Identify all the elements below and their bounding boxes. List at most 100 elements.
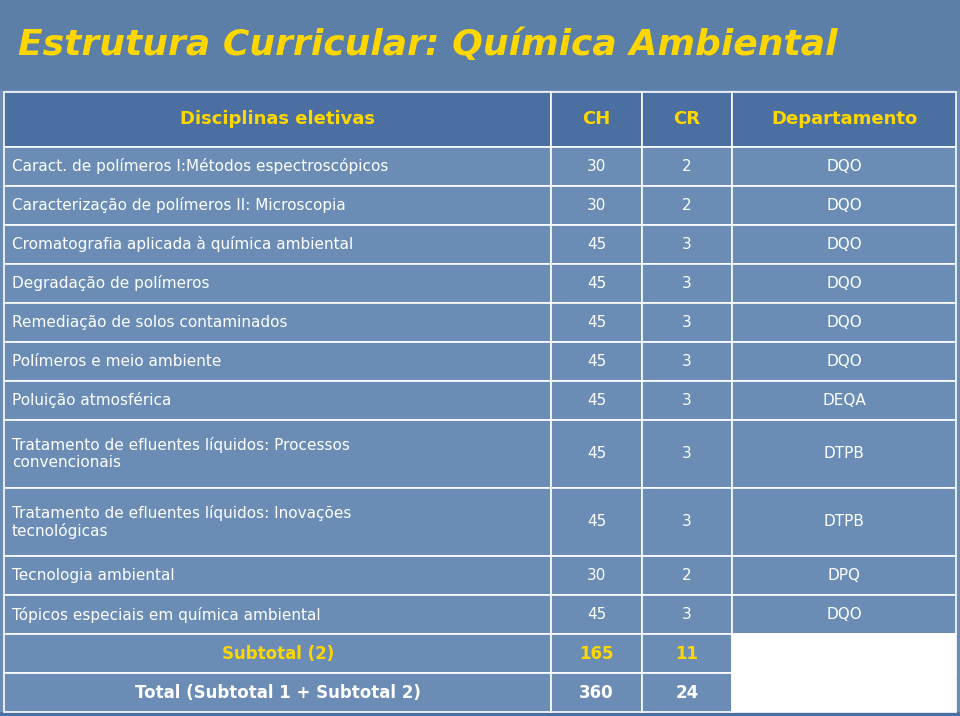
Bar	[4, 263, 551, 303]
Text: 30: 30	[587, 158, 607, 173]
Bar	[4, 342, 551, 380]
Bar	[551, 420, 642, 488]
Text: CR: CR	[674, 110, 701, 128]
Text: DTPB: DTPB	[824, 514, 865, 529]
Text: Tópicos especiais em química ambiental: Tópicos especiais em química ambiental	[12, 606, 321, 622]
Text: DQO: DQO	[827, 276, 862, 291]
Text: 3: 3	[683, 276, 692, 291]
Text: Degradação de polímeros: Degradação de polímeros	[12, 275, 209, 291]
Text: DTPB: DTPB	[824, 446, 865, 461]
Text: DQO: DQO	[827, 236, 862, 251]
Bar	[642, 225, 732, 263]
Bar	[732, 263, 956, 303]
Text: 2: 2	[683, 198, 692, 213]
Bar	[551, 488, 642, 556]
Bar	[0, 0, 960, 90]
Bar	[551, 303, 642, 342]
Bar	[551, 263, 642, 303]
Text: 3: 3	[683, 236, 692, 251]
Bar	[732, 342, 956, 380]
Bar	[642, 147, 732, 185]
Text: Disciplinas eletivas: Disciplinas eletivas	[180, 110, 375, 128]
Bar	[732, 420, 956, 488]
Bar	[732, 673, 956, 712]
Bar	[4, 556, 551, 595]
Text: Poluição atmosférica: Poluição atmosférica	[12, 392, 172, 408]
Bar	[732, 556, 956, 595]
Text: 45: 45	[587, 314, 607, 329]
Text: 45: 45	[587, 446, 607, 461]
Bar	[732, 634, 956, 673]
Bar	[642, 634, 732, 673]
Text: 11: 11	[676, 644, 699, 662]
Bar	[642, 303, 732, 342]
Text: 45: 45	[587, 276, 607, 291]
Bar	[732, 380, 956, 420]
Bar	[551, 556, 642, 595]
Bar	[642, 420, 732, 488]
Bar	[642, 673, 732, 712]
Bar	[4, 673, 551, 712]
Text: 30: 30	[587, 198, 607, 213]
Bar	[642, 556, 732, 595]
Text: DPQ: DPQ	[828, 568, 860, 583]
Bar	[551, 147, 642, 185]
Bar	[732, 595, 956, 634]
Text: 3: 3	[683, 392, 692, 407]
Bar	[732, 488, 956, 556]
Bar	[732, 147, 956, 185]
Bar	[642, 380, 732, 420]
Text: Tratamento de efluentes líquidos: Inovações
tecnológicas: Tratamento de efluentes líquidos: Inovaç…	[12, 505, 351, 539]
Text: Polímeros e meio ambiente: Polímeros e meio ambiente	[12, 354, 222, 369]
Text: 165: 165	[580, 644, 613, 662]
Text: 3: 3	[683, 607, 692, 622]
Bar	[732, 185, 956, 225]
Text: 3: 3	[683, 514, 692, 529]
Bar	[4, 225, 551, 263]
Bar	[642, 263, 732, 303]
Bar	[551, 225, 642, 263]
Bar	[642, 342, 732, 380]
Text: CH: CH	[583, 110, 611, 128]
Text: 45: 45	[587, 392, 607, 407]
Text: 45: 45	[587, 354, 607, 369]
Bar	[4, 92, 551, 147]
Text: 2: 2	[683, 158, 692, 173]
Text: Tecnologia ambiental: Tecnologia ambiental	[12, 568, 175, 583]
Text: 3: 3	[683, 314, 692, 329]
Text: DQO: DQO	[827, 158, 862, 173]
Bar	[642, 185, 732, 225]
Bar	[4, 185, 551, 225]
Text: 45: 45	[587, 514, 607, 529]
Bar	[4, 380, 551, 420]
Text: Cromatografia aplicada à química ambiental: Cromatografia aplicada à química ambient…	[12, 236, 353, 252]
Bar	[551, 673, 642, 712]
Bar	[732, 225, 956, 263]
Text: Departamento: Departamento	[771, 110, 917, 128]
Text: 3: 3	[683, 446, 692, 461]
Text: Caracterização de polímeros II: Microscopia: Caracterização de polímeros II: Microsco…	[12, 197, 346, 213]
Text: 24: 24	[676, 684, 699, 702]
Text: 30: 30	[587, 568, 607, 583]
Bar	[642, 92, 732, 147]
Bar	[551, 595, 642, 634]
Text: DQO: DQO	[827, 198, 862, 213]
Bar	[732, 92, 956, 147]
Bar	[4, 595, 551, 634]
Bar	[0, 712, 960, 716]
Bar	[4, 303, 551, 342]
Bar	[551, 634, 642, 673]
Bar	[551, 185, 642, 225]
Text: DQO: DQO	[827, 314, 862, 329]
Text: 3: 3	[683, 354, 692, 369]
Text: Subtotal (2): Subtotal (2)	[222, 644, 334, 662]
Bar	[732, 303, 956, 342]
Bar	[642, 488, 732, 556]
Bar	[642, 595, 732, 634]
Text: 45: 45	[587, 607, 607, 622]
Text: DQO: DQO	[827, 354, 862, 369]
Text: Total (Subtotal 1 + Subtotal 2): Total (Subtotal 1 + Subtotal 2)	[134, 684, 420, 702]
Text: DEQA: DEQA	[823, 392, 866, 407]
Bar	[551, 92, 642, 147]
Bar	[4, 420, 551, 488]
